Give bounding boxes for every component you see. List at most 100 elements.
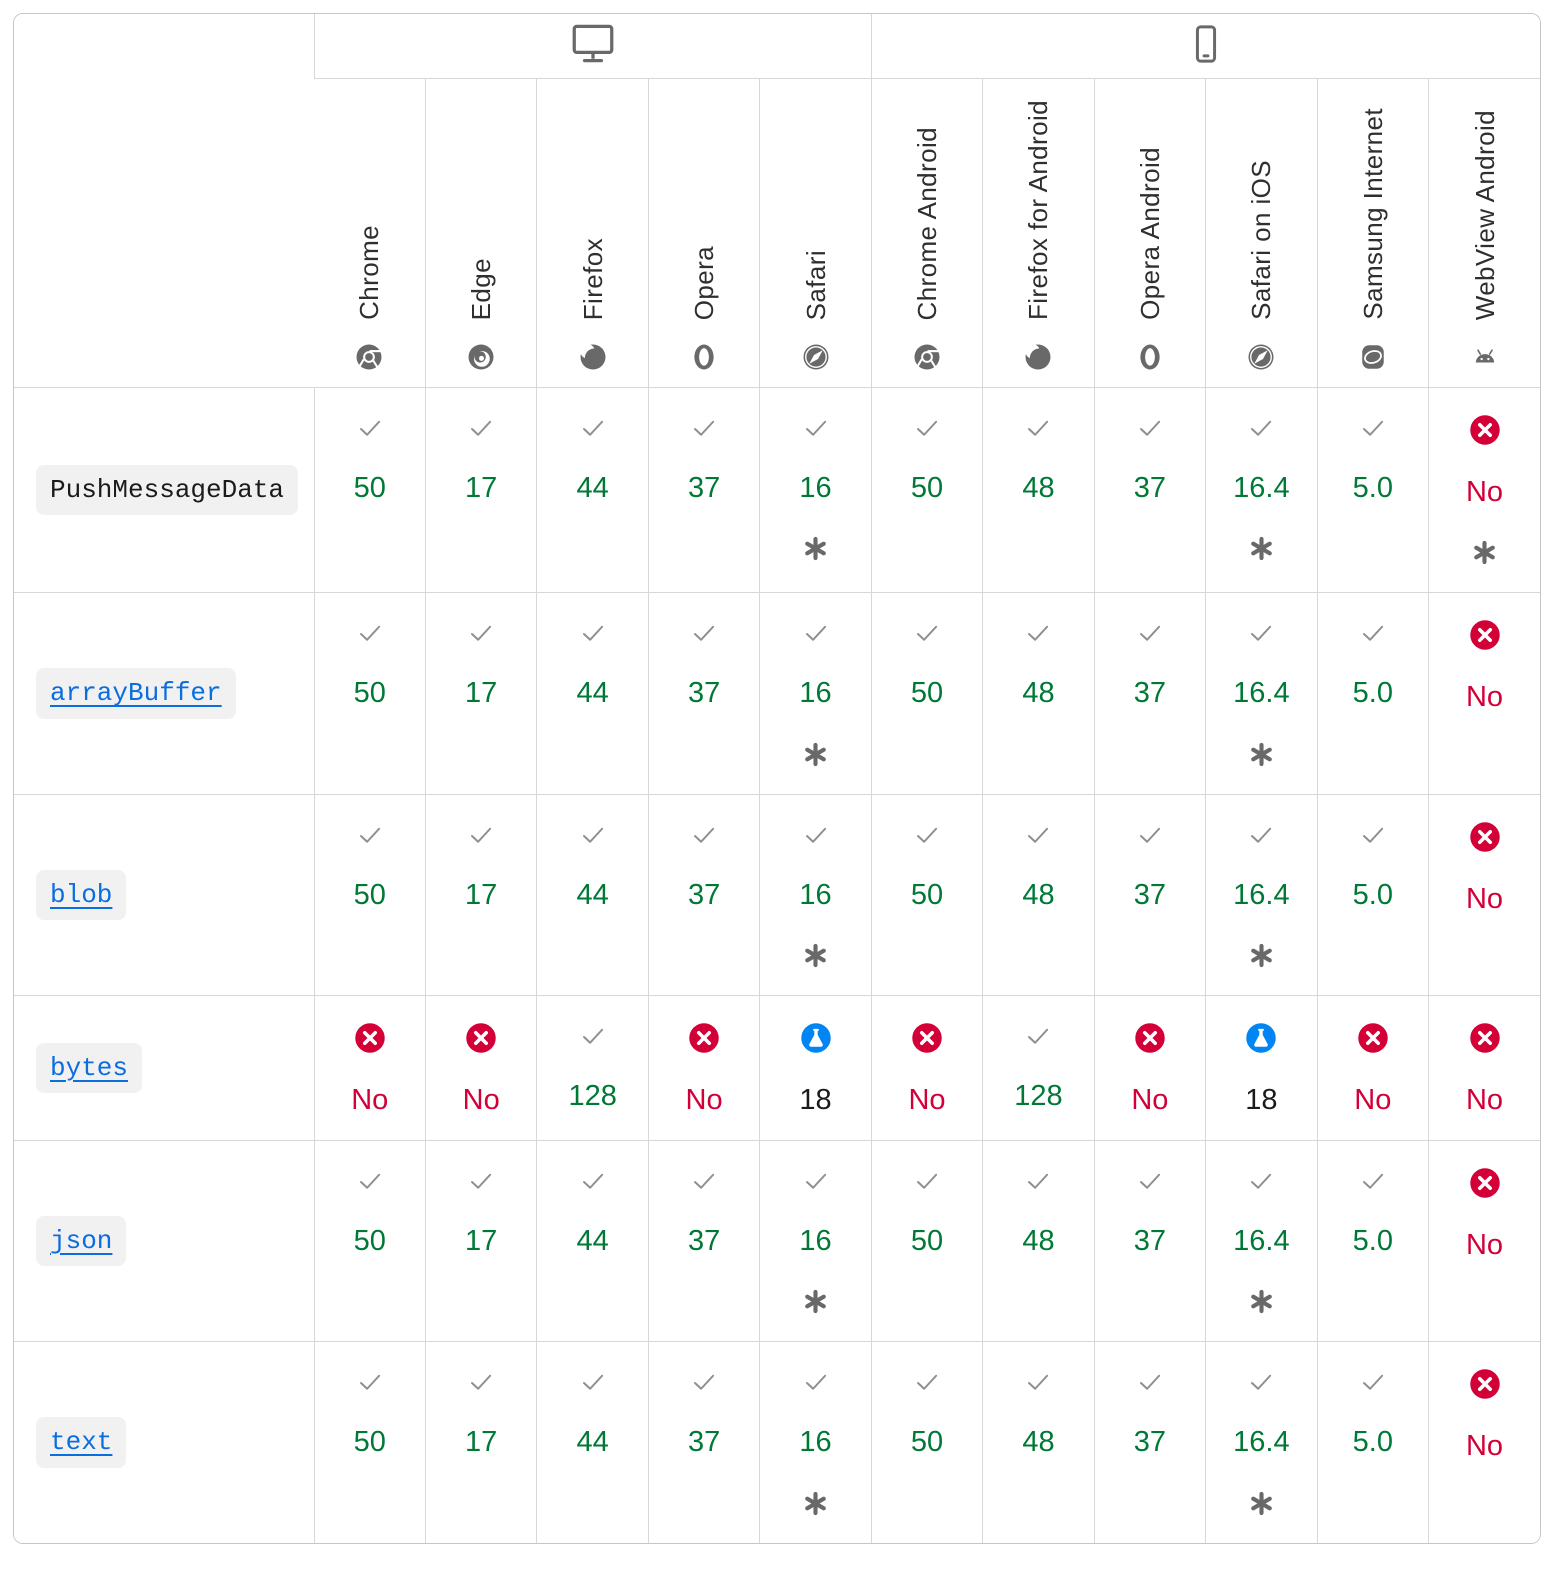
support-cell-opera[interactable]: No xyxy=(647,995,760,1141)
support-cell-chrome-android[interactable]: 50 xyxy=(870,386,983,593)
feature-link[interactable]: json xyxy=(36,1215,127,1267)
version-label: 16.4 xyxy=(1233,1224,1290,1257)
check-icon xyxy=(912,413,942,443)
version-label: 50 xyxy=(910,677,944,710)
support-cell-opera-android[interactable]: 37 xyxy=(1093,1341,1206,1543)
support-cell-samsung-internet[interactable]: 5.0 xyxy=(1316,1139,1429,1342)
footnote-asterisk-icon xyxy=(1246,1488,1277,1519)
support-cell-webview-android[interactable]: No xyxy=(1428,1139,1540,1342)
support-cell-safari-on-ios[interactable]: 18 xyxy=(1205,995,1318,1141)
version-label: 16 xyxy=(799,1426,832,1459)
support-cell-firefox[interactable]: 128 xyxy=(536,995,649,1141)
browser-name-label: Safari xyxy=(800,249,831,320)
feature-link[interactable]: text xyxy=(36,1417,127,1468)
support-cell-firefox[interactable]: 44 xyxy=(536,793,649,996)
support-cell-webview-android[interactable]: No xyxy=(1428,592,1540,795)
version-label: 37 xyxy=(1133,1426,1167,1459)
support-cell-safari-on-ios[interactable]: 16.4 xyxy=(1205,386,1318,593)
mobile-platform-header xyxy=(870,14,1540,79)
support-cell-chrome-android[interactable]: 50 xyxy=(870,592,983,795)
browser-column-header-firefox: Firefox xyxy=(536,78,649,388)
support-cell-safari-on-ios[interactable]: 16.4 xyxy=(1205,592,1318,795)
support-cell-samsung-internet[interactable]: No xyxy=(1316,995,1429,1141)
support-cell-opera[interactable]: 37 xyxy=(647,386,760,593)
support-cell-webview-android[interactable]: No xyxy=(1428,995,1540,1141)
support-cell-opera-android[interactable]: 37 xyxy=(1093,592,1206,795)
version-label: 17 xyxy=(465,1426,498,1459)
check-icon xyxy=(1135,1166,1165,1196)
support-cell-webview-android[interactable]: No xyxy=(1428,1341,1540,1543)
version-label: 5.0 xyxy=(1352,677,1393,710)
support-cell-opera[interactable]: 37 xyxy=(647,592,760,795)
support-cell-opera-android[interactable]: 37 xyxy=(1093,386,1206,593)
support-cell-webview-android[interactable]: No xyxy=(1428,793,1540,996)
version-label: 16.4 xyxy=(1233,472,1290,504)
version-label: No xyxy=(351,1084,389,1117)
support-cell-opera-android[interactable]: 37 xyxy=(1093,793,1206,996)
support-cell-chrome[interactable]: 50 xyxy=(313,386,426,593)
feature-code: json xyxy=(36,1215,127,1267)
support-cell-samsung-internet[interactable]: 5.0 xyxy=(1316,592,1429,795)
support-cell-opera[interactable]: 37 xyxy=(647,1139,760,1342)
support-cell-firefox[interactable]: 44 xyxy=(536,1139,649,1342)
support-cell-chrome-android[interactable]: No xyxy=(870,995,983,1141)
support-cell-firefox[interactable]: 44 xyxy=(536,592,649,795)
support-cell-edge[interactable]: 17 xyxy=(424,592,537,795)
support-cell-firefox[interactable]: 44 xyxy=(536,1341,649,1543)
version-label: No xyxy=(1354,1084,1392,1117)
support-cell-samsung-internet[interactable]: 5.0 xyxy=(1316,1341,1429,1543)
support-cell-edge[interactable]: 17 xyxy=(424,386,537,593)
support-cell-safari-on-ios[interactable]: 16.4 xyxy=(1205,793,1318,996)
version-label: 37 xyxy=(687,1426,721,1459)
support-cell-chrome-android[interactable]: 50 xyxy=(870,1139,983,1342)
feature-link[interactable]: bytes xyxy=(36,1042,143,1094)
support-cell-edge[interactable]: 17 xyxy=(424,793,537,996)
support-cell-opera-android[interactable]: No xyxy=(1093,995,1206,1141)
browser-name-label: Safari on iOS xyxy=(1246,160,1277,320)
support-cell-chrome[interactable]: 50 xyxy=(313,1139,426,1342)
feature-link[interactable]: arrayBuffer xyxy=(36,668,236,719)
check-icon xyxy=(355,618,385,648)
feature-link[interactable]: blob xyxy=(36,869,127,921)
support-cell-firefox[interactable]: 44 xyxy=(536,386,649,593)
support-cell-safari[interactable]: 16 xyxy=(759,793,872,996)
support-cell-safari[interactable]: 18 xyxy=(759,995,872,1141)
support-cell-chrome[interactable]: 50 xyxy=(313,793,426,996)
version-label: 50 xyxy=(353,472,386,504)
support-cell-safari[interactable]: 16 xyxy=(759,592,872,795)
check-icon xyxy=(912,1367,942,1397)
support-cell-safari[interactable]: 16 xyxy=(759,1341,872,1543)
version-label: 5.0 xyxy=(1352,1224,1393,1257)
check-icon xyxy=(1023,1166,1053,1196)
support-cell-firefox-for-android[interactable]: 48 xyxy=(982,1139,1095,1342)
support-cell-chrome-android[interactable]: 50 xyxy=(870,793,983,996)
footnote-asterisk-icon xyxy=(800,739,831,770)
support-cell-opera-android[interactable]: 37 xyxy=(1093,1139,1206,1342)
support-cell-firefox-for-android[interactable]: 128 xyxy=(982,995,1095,1141)
version-label: No xyxy=(1465,882,1504,915)
support-cell-chrome[interactable]: 50 xyxy=(313,592,426,795)
support-cell-opera[interactable]: 37 xyxy=(647,1341,760,1543)
support-cell-samsung-internet[interactable]: 5.0 xyxy=(1316,386,1429,593)
support-cell-opera[interactable]: 37 xyxy=(647,793,760,996)
support-cell-safari-on-ios[interactable]: 16.4 xyxy=(1205,1139,1318,1342)
version-label: 16 xyxy=(799,878,832,911)
support-cell-firefox-for-android[interactable]: 48 xyxy=(982,592,1095,795)
desktop-icon xyxy=(570,22,616,66)
support-cell-safari[interactable]: 16 xyxy=(759,1139,872,1342)
support-cell-safari[interactable]: 16 xyxy=(759,386,872,593)
support-cell-firefox-for-android[interactable]: 48 xyxy=(982,386,1095,593)
support-cell-samsung-internet[interactable]: 5.0 xyxy=(1316,793,1429,996)
support-cell-webview-android[interactable]: No xyxy=(1428,386,1540,593)
support-cell-edge[interactable]: No xyxy=(424,995,537,1141)
support-cell-edge[interactable]: 17 xyxy=(424,1139,537,1342)
feature-code: arrayBuffer xyxy=(36,668,236,719)
support-cell-edge[interactable]: 17 xyxy=(424,1341,537,1543)
support-cell-firefox-for-android[interactable]: 48 xyxy=(982,1341,1095,1543)
support-cell-firefox-for-android[interactable]: 48 xyxy=(982,793,1095,996)
support-cell-chrome[interactable]: 50 xyxy=(313,1341,426,1543)
support-cell-chrome-android[interactable]: 50 xyxy=(870,1341,983,1543)
support-cell-chrome[interactable]: No xyxy=(313,995,426,1141)
support-cell-safari-on-ios[interactable]: 16.4 xyxy=(1205,1341,1318,1543)
feature-code: bytes xyxy=(36,1042,143,1094)
